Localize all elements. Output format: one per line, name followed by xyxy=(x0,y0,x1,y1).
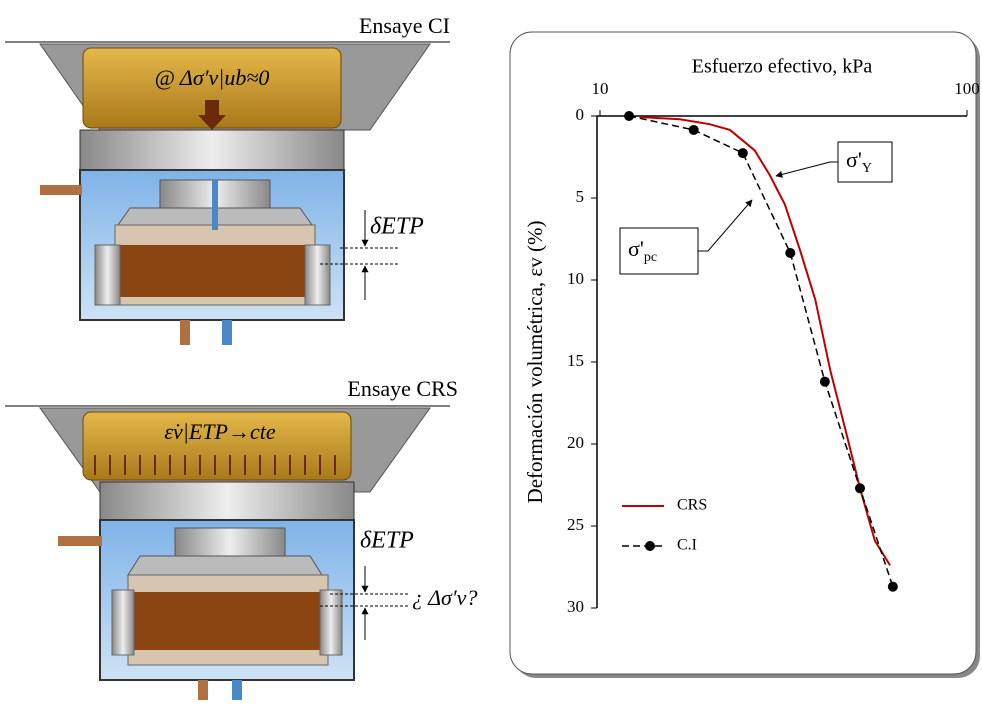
data-point xyxy=(887,581,898,592)
annotation-box xyxy=(837,141,893,183)
load-crs: ε̇v|ETP→cte xyxy=(164,419,275,444)
y-tick-label: 20 xyxy=(567,433,584,452)
delta-crs: δETP xyxy=(360,528,414,554)
annotation-symbol: σ' xyxy=(628,236,644,261)
chart-title: Esfuerzo efectivo, kPa xyxy=(692,56,873,78)
annotation-box xyxy=(619,227,699,275)
annotation: σ'Y xyxy=(846,147,872,176)
data-point xyxy=(624,111,635,121)
chart-frame xyxy=(509,31,977,675)
annotation-symbol: σ' xyxy=(846,147,862,172)
data-point xyxy=(737,148,748,159)
title-ci: Ensaye CI xyxy=(359,13,450,38)
data-point xyxy=(785,247,796,258)
annotation-subscript: pc xyxy=(644,250,657,265)
delta-ci: δETP xyxy=(370,214,424,240)
cell-crs xyxy=(5,405,450,700)
load-ci: @ Δσ′v|ub≈0 xyxy=(155,65,270,90)
annotation-subscript: Y xyxy=(862,161,872,176)
y-tick-label: 5 xyxy=(576,187,585,206)
legend-label: C.I xyxy=(677,537,697,554)
y-tick-label: 0 xyxy=(576,105,585,124)
y-tick-label: 30 xyxy=(567,597,584,616)
legend-label: CRS xyxy=(677,497,707,514)
y-tick-label: 25 xyxy=(567,515,584,534)
y-axis-label: Deformación volumétrica, εv (%) xyxy=(523,221,547,504)
x-tick-label: 100 xyxy=(954,79,980,98)
data-point xyxy=(688,124,699,135)
y-tick-label: 15 xyxy=(567,351,584,370)
legend-marker xyxy=(645,541,655,551)
annotation-leader xyxy=(775,161,838,178)
data-point xyxy=(819,376,830,387)
x-tick-label: 10 xyxy=(592,79,609,98)
title-crs: Ensaye CRS xyxy=(347,376,458,401)
y-tick-label: 10 xyxy=(567,269,584,288)
data-point xyxy=(854,483,865,494)
annotation: σ'pc xyxy=(628,236,657,265)
series-line xyxy=(639,115,891,566)
question-crs: ¿ Δσ′v? xyxy=(412,585,477,610)
annotation-leader xyxy=(698,199,753,252)
cell-ci xyxy=(5,41,450,345)
